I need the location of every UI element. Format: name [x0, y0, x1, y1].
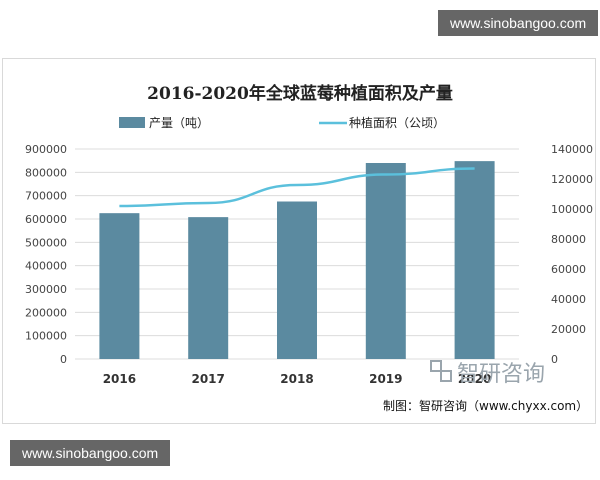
left-tick-label: 800000	[25, 166, 67, 179]
x-label-2016: 2016	[103, 372, 136, 386]
bar-2017	[188, 217, 229, 359]
x-label-2019: 2019	[369, 372, 402, 386]
left-tick-label: 400000	[25, 260, 67, 273]
bar-line-chart: 2016-2020年全球蓝莓种植面积及产量 产量（吨） 种植面积（公顷） 0 10…	[25, 83, 593, 413]
x-label-2018: 2018	[280, 372, 313, 386]
right-tick-label: 120000	[551, 173, 593, 186]
brand-logo: 智研咨询	[430, 360, 545, 387]
x-label-2020: 2020	[458, 372, 491, 386]
bar-2019	[365, 163, 406, 359]
x-label-2017: 2017	[191, 372, 224, 386]
watermark-top: www.sinobangoo.com	[438, 10, 599, 36]
left-tick-label: 100000	[25, 330, 67, 343]
bar-2018	[277, 201, 317, 359]
area-line-path	[119, 167, 475, 208]
logo-mark-icon-2	[440, 370, 452, 382]
logo-mark-icon	[430, 360, 442, 372]
left-tick-label: 700000	[25, 190, 67, 203]
right-axis-ticks: 0 20000 40000 60000 80000 100000 120000 140000	[551, 143, 593, 366]
right-tick-label: 40000	[551, 293, 586, 306]
legend-bar-label: 产量（吨）	[149, 116, 209, 130]
legend-bar-swatch	[119, 117, 145, 128]
left-tick-label: 200000	[25, 306, 67, 319]
watermark-bottom: www.sinobangoo.com	[10, 440, 171, 466]
legend: 产量（吨） 种植面积（公顷）	[119, 115, 445, 130]
left-axis-ticks: 0 100000 200000 300000 400000 500000 600000 700…	[25, 143, 67, 366]
bar-2020	[454, 161, 495, 359]
left-tick-label: 600000	[25, 213, 67, 226]
x-axis-categories: 2016 2017 2018 2019 2020	[103, 372, 492, 386]
bar-2016	[99, 213, 140, 359]
right-tick-label: 140000	[551, 143, 593, 156]
right-tick-label: 0	[551, 353, 558, 366]
right-tick-label: 80000	[551, 233, 586, 246]
chart-frame: 2016-2020年全球蓝莓种植面积及产量 产量（吨） 种植面积（公顷） 0 10…	[2, 58, 596, 424]
left-tick-label: 300000	[25, 283, 67, 296]
left-tick-label: 0	[60, 353, 67, 366]
left-tick-label: 500000	[25, 236, 67, 249]
source-credit: 制图：智研咨询（www.chyxx.com）	[383, 398, 588, 413]
right-tick-label: 100000	[551, 203, 593, 216]
right-tick-label: 60000	[551, 263, 586, 276]
left-tick-label: 900000	[25, 143, 67, 156]
right-tick-label: 20000	[551, 323, 586, 336]
legend-line-label: 种植面积（公顷）	[349, 115, 445, 130]
area-line	[119, 167, 475, 208]
logo-text: 智研咨询	[457, 362, 545, 387]
chart-title: 2016-2020年全球蓝莓种植面积及产量	[147, 83, 453, 104]
bars	[99, 161, 495, 359]
